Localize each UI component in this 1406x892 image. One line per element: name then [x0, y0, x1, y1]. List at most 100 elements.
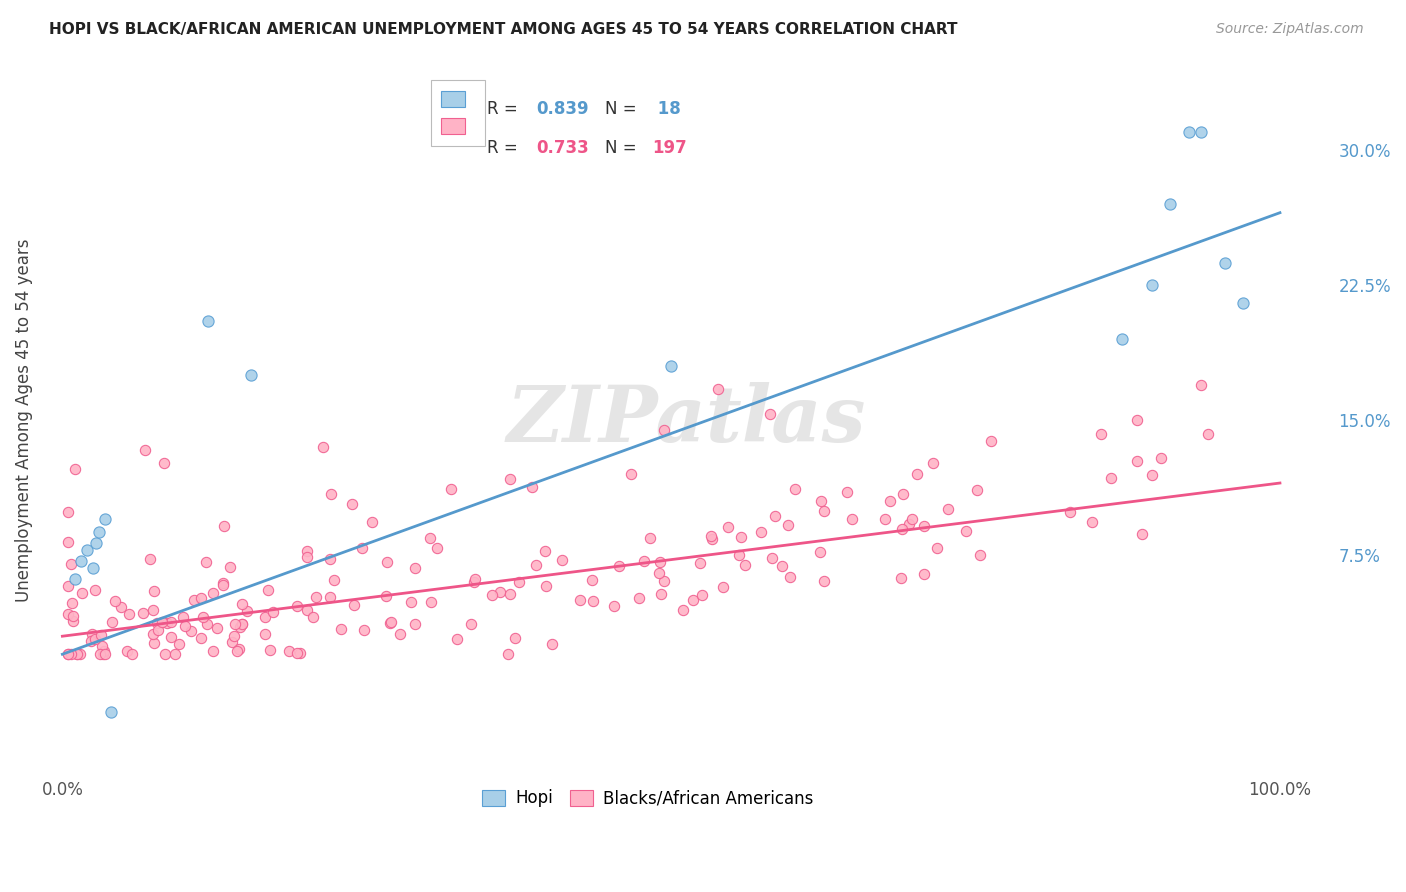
- Point: [1159, 196, 1181, 211]
- Point: [58, 534, 80, 549]
- Point: [609, 559, 631, 574]
- Point: [1213, 256, 1236, 270]
- Point: [375, 589, 398, 603]
- Point: [89, 647, 111, 661]
- Legend: Hopi, Blacks/African Americans: Hopi, Blacks/African Americans: [474, 781, 823, 816]
- Point: [648, 555, 671, 569]
- Point: [76, 542, 98, 557]
- Point: [224, 617, 246, 632]
- Point: [63, 462, 86, 476]
- Point: [401, 595, 423, 609]
- Point: [1140, 468, 1163, 483]
- Point: [966, 483, 988, 497]
- Point: [628, 591, 651, 605]
- Point: [295, 549, 318, 564]
- Point: [205, 621, 228, 635]
- Point: [761, 551, 783, 566]
- Point: [58, 505, 80, 519]
- Point: [426, 541, 449, 555]
- Point: [707, 382, 730, 396]
- Point: [323, 574, 346, 588]
- Point: [58, 647, 80, 661]
- Point: [779, 570, 801, 584]
- Point: [440, 482, 463, 496]
- Point: [1125, 454, 1147, 468]
- Point: [734, 558, 756, 573]
- Point: [875, 512, 897, 526]
- Point: [87, 524, 110, 539]
- Point: [499, 587, 522, 601]
- Point: [82, 560, 104, 574]
- Text: R =: R =: [488, 139, 523, 157]
- Point: [1197, 427, 1219, 442]
- Point: [810, 494, 832, 508]
- Point: [778, 517, 800, 532]
- Point: [80, 627, 103, 641]
- Point: [190, 591, 212, 605]
- Point: [59, 557, 82, 571]
- Text: 0.733: 0.733: [536, 139, 589, 157]
- Point: [134, 442, 156, 457]
- Point: [259, 643, 281, 657]
- Point: [58, 607, 80, 622]
- Point: [418, 531, 440, 545]
- Point: [763, 508, 786, 523]
- Point: [659, 359, 682, 373]
- Point: [785, 482, 807, 496]
- Point: [700, 529, 723, 543]
- Point: [898, 516, 921, 531]
- Point: [84, 632, 107, 646]
- Point: [301, 610, 323, 624]
- Point: [262, 605, 284, 619]
- Point: [132, 606, 155, 620]
- Point: [620, 467, 643, 481]
- Point: [91, 647, 114, 661]
- Point: [100, 705, 122, 719]
- Text: 18: 18: [652, 100, 681, 119]
- Point: [541, 637, 564, 651]
- Point: [905, 467, 928, 481]
- Point: [156, 616, 179, 631]
- Point: [879, 493, 901, 508]
- Point: [1189, 125, 1212, 139]
- Text: N =: N =: [606, 139, 643, 157]
- Point: [1150, 451, 1173, 466]
- Point: [69, 553, 91, 567]
- Point: [285, 599, 308, 614]
- Point: [404, 617, 426, 632]
- Point: [1081, 515, 1104, 529]
- Point: [505, 631, 527, 645]
- Point: [508, 574, 530, 589]
- Point: [813, 574, 835, 588]
- Y-axis label: Unemployment Among Ages 45 to 54 years: Unemployment Among Ages 45 to 54 years: [15, 238, 32, 602]
- Point: [900, 512, 922, 526]
- Point: [221, 635, 243, 649]
- Point: [297, 544, 319, 558]
- Point: [319, 552, 342, 566]
- Point: [138, 552, 160, 566]
- Point: [254, 609, 277, 624]
- Point: [460, 616, 482, 631]
- Point: [190, 631, 212, 645]
- Point: [160, 631, 183, 645]
- Point: [195, 616, 218, 631]
- Point: [464, 572, 486, 586]
- Text: R =: R =: [488, 100, 523, 119]
- Point: [361, 515, 384, 529]
- Point: [90, 628, 112, 642]
- Point: [90, 639, 112, 653]
- Point: [319, 590, 342, 604]
- Point: [312, 440, 335, 454]
- Point: [380, 615, 402, 629]
- Point: [172, 609, 194, 624]
- Point: [321, 487, 343, 501]
- Point: [118, 607, 141, 622]
- Point: [142, 603, 165, 617]
- Point: [690, 588, 713, 602]
- Point: [808, 545, 831, 559]
- Point: [603, 599, 626, 614]
- Point: [534, 579, 557, 593]
- Point: [146, 623, 169, 637]
- Point: [159, 615, 181, 630]
- Point: [235, 603, 257, 617]
